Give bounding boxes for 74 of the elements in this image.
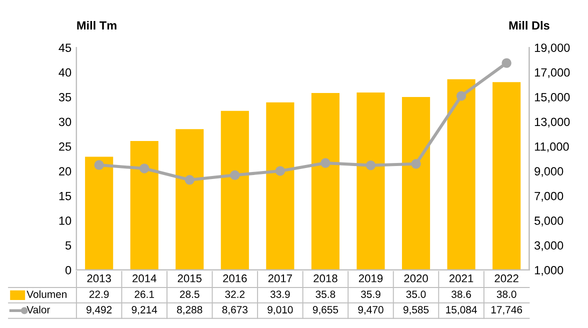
data-label: 35.8 [316, 290, 336, 298]
bar [130, 140, 158, 270]
bar [311, 93, 340, 270]
point [275, 166, 286, 176]
data-label: 8,673 [222, 306, 248, 315]
x-tick-label: 2015 [178, 274, 202, 282]
bar [176, 129, 204, 270]
y2-tick-label: 3,000 [534, 241, 564, 252]
data-label: 35.9 [360, 290, 380, 298]
data-label: 38.6 [452, 290, 471, 298]
x-tick-label: 2017 [268, 274, 292, 282]
data-label: 17,746 [491, 306, 522, 315]
y-axis-title: Mill Tm [77, 20, 116, 30]
data-label: 22.9 [89, 290, 109, 298]
x-tick-label: 2013 [87, 274, 111, 282]
y-tick-label: 0 [65, 266, 72, 274]
point [366, 160, 376, 170]
bar [402, 96, 430, 270]
y-tick-label: 40 [58, 68, 72, 77]
y2-tick-label: 7,000 [534, 192, 564, 202]
y-tick-label: 20 [59, 167, 72, 176]
point [502, 58, 512, 68]
y2-tick-label: 5,000 [534, 216, 564, 226]
y2-tick-label: 9,000 [534, 167, 564, 177]
x-tick-label: 2016 [223, 274, 247, 282]
x-tick-label: 2020 [404, 274, 428, 282]
point [320, 158, 330, 168]
bar [447, 79, 476, 270]
bar [85, 156, 114, 270]
y-tick-label: 10 [59, 216, 72, 225]
legend-label: Valor [26, 306, 50, 314]
data-label: 32.2 [225, 290, 245, 298]
data-label: 35.0 [406, 290, 426, 298]
point [184, 175, 194, 185]
y2-tick-label: 13,000 [534, 118, 570, 128]
data-label: 9,214 [132, 306, 158, 315]
point [411, 159, 421, 169]
point [139, 164, 150, 174]
x-tick-label: 2018 [314, 274, 338, 282]
x-tick-label: 2019 [358, 274, 383, 282]
data-label: 15,084 [446, 306, 477, 315]
x-tick-label: 2021 [449, 274, 474, 282]
y2-tick-label: 11,000 [534, 142, 569, 152]
y-tick-label: 5 [65, 241, 72, 250]
y2-tick-label: 17,000 [534, 68, 570, 78]
data-label: 9,585 [403, 306, 429, 315]
x-tick-label: 2014 [132, 274, 156, 282]
data-label: 9,492 [86, 306, 112, 315]
y2-axis-title: Mill Dls [509, 20, 550, 30]
point [94, 160, 104, 170]
data-label: 9,470 [358, 306, 384, 315]
legend-label: Volumen [26, 290, 66, 298]
y-tick-label: 15 [59, 192, 72, 200]
y2-tick-label: 19,000 [534, 44, 570, 54]
data-label: 38.0 [496, 290, 516, 298]
x-tick-label: 2022 [494, 274, 518, 282]
bar [220, 110, 249, 270]
data-label: 33.9 [270, 290, 290, 298]
data-label: 9,655 [312, 306, 338, 315]
point [456, 91, 466, 101]
y-tick-label: 35 [58, 93, 72, 102]
data-label: 9,010 [268, 306, 293, 315]
y2-tick-label: 15,000 [534, 93, 570, 103]
y-tick-label: 25 [59, 142, 72, 151]
data-label: 8,288 [177, 306, 202, 315]
bar [492, 82, 521, 270]
y2-tick-label: 1,000 [534, 266, 564, 276]
y-tick-label: 45 [58, 44, 72, 52]
data-label: 28.5 [180, 290, 200, 298]
bar [356, 92, 385, 270]
data-label: 26.1 [134, 290, 154, 298]
point [230, 170, 240, 180]
y-tick-label: 30 [58, 118, 72, 126]
bar [266, 102, 294, 270]
